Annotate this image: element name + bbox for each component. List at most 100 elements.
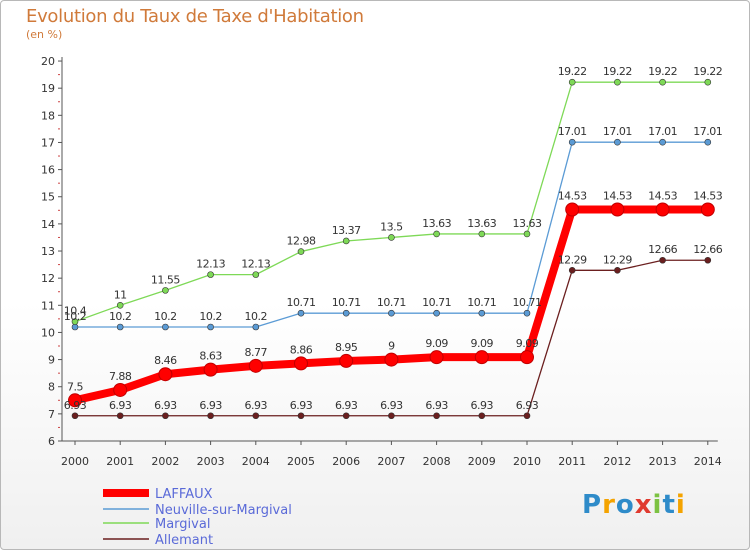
x-tick-label: 2011 — [558, 455, 586, 468]
y-axis-unit: (en %) — [26, 28, 63, 41]
data-label: 19.22 — [603, 65, 632, 78]
data-point — [433, 309, 440, 317]
data-point — [474, 350, 489, 365]
data-label: 14.53 — [693, 189, 722, 202]
data-label: 10.2 — [199, 310, 222, 323]
logo-letter: t — [662, 490, 676, 520]
data-label: 10.2 — [64, 310, 87, 323]
data-label: 12.66 — [648, 243, 677, 256]
data-label: 11 — [114, 288, 127, 301]
data-point — [339, 353, 354, 368]
x-tick-label: 2002 — [151, 455, 179, 468]
data-label: 14.53 — [603, 189, 632, 202]
data-point — [384, 352, 399, 367]
logo-letter: P — [582, 490, 603, 520]
data-label: 8.86 — [290, 343, 313, 356]
data-point — [388, 309, 395, 317]
data-point — [523, 230, 531, 238]
data-point — [207, 323, 214, 331]
legend-label: Neuville-sur-Margival — [155, 503, 292, 518]
data-label: 11.55 — [151, 273, 180, 286]
data-label: 10.71 — [513, 296, 542, 309]
data-label: 19.22 — [558, 65, 587, 78]
data-point — [113, 382, 128, 397]
data-label: 6.93 — [64, 399, 87, 412]
data-point — [388, 412, 395, 420]
x-tick-label: 2003 — [197, 455, 225, 468]
data-label: 17.01 — [693, 125, 722, 138]
data-point — [614, 138, 621, 146]
data-point — [116, 301, 124, 309]
data-label: 6.93 — [199, 399, 222, 412]
x-tick-label: 2005 — [287, 455, 315, 468]
data-label: 10.2 — [245, 310, 268, 323]
data-point — [429, 350, 444, 365]
data-point — [568, 78, 576, 86]
data-label: 7.5 — [67, 380, 83, 393]
data-point — [478, 309, 486, 317]
y-tick-label: 10 — [41, 326, 55, 339]
y-tick-label: 20 — [41, 55, 55, 68]
data-point — [568, 266, 576, 274]
data-point — [162, 323, 169, 331]
data-point — [565, 202, 580, 217]
y-tick-label: 18 — [41, 109, 55, 122]
data-point — [478, 412, 486, 420]
y-tick-label: 12 — [41, 272, 55, 285]
data-label: 17.01 — [558, 125, 587, 138]
data-point — [71, 318, 79, 325]
data-point — [568, 138, 576, 146]
data-point — [203, 362, 218, 377]
proxiti-logo: Proxiti — [582, 490, 686, 520]
data-point — [297, 248, 305, 255]
data-label: 13.63 — [422, 217, 451, 230]
data-point — [71, 323, 79, 331]
data-point — [704, 256, 712, 264]
data-point — [704, 78, 712, 86]
data-label: 10.71 — [467, 296, 496, 309]
data-point — [433, 412, 440, 420]
data-point — [207, 412, 214, 420]
y-tick-label: 7 — [48, 408, 55, 421]
legend-label: LAFFAUX — [155, 487, 213, 502]
data-point — [342, 237, 350, 245]
logo-letter: i — [675, 490, 686, 520]
data-label: 6.93 — [516, 399, 539, 412]
data-point — [116, 412, 124, 420]
data-label: 14.53 — [648, 189, 677, 202]
data-point — [523, 309, 531, 317]
data-label: 12.13 — [196, 258, 225, 271]
y-tick-label: 15 — [41, 191, 55, 204]
data-point — [248, 358, 263, 373]
data-point — [659, 138, 666, 146]
data-point — [116, 323, 124, 331]
data-point — [614, 266, 621, 274]
data-label: 8.77 — [245, 346, 268, 359]
data-point — [659, 256, 666, 264]
legend-label: Margival — [155, 517, 210, 532]
data-label: 6.93 — [290, 399, 313, 412]
data-point — [297, 412, 305, 420]
y-tick-label: 9 — [48, 354, 55, 367]
data-label: 6.93 — [380, 399, 403, 412]
data-point — [700, 202, 715, 217]
data-point — [252, 271, 260, 278]
data-label: 10.71 — [287, 296, 316, 309]
data-label: 10.2 — [109, 310, 132, 323]
data-label: 17.01 — [648, 125, 677, 138]
x-tick-label: 2006 — [332, 455, 360, 468]
data-label: 10.71 — [422, 296, 451, 309]
data-point — [252, 323, 260, 331]
data-label: 6.93 — [335, 399, 358, 412]
data-label: 8.63 — [199, 350, 222, 363]
data-point — [207, 271, 214, 278]
data-point — [158, 367, 173, 382]
y-tick-label: 8 — [48, 381, 55, 394]
data-label: 8.95 — [335, 341, 358, 354]
y-tick-label: 11 — [41, 299, 55, 312]
x-tick-label: 2000 — [61, 455, 89, 468]
y-tick-label: 6 — [48, 435, 55, 448]
data-label: 9.09 — [516, 337, 539, 350]
x-tick-label: 2014 — [694, 455, 722, 468]
y-tick-label: 16 — [41, 164, 55, 177]
